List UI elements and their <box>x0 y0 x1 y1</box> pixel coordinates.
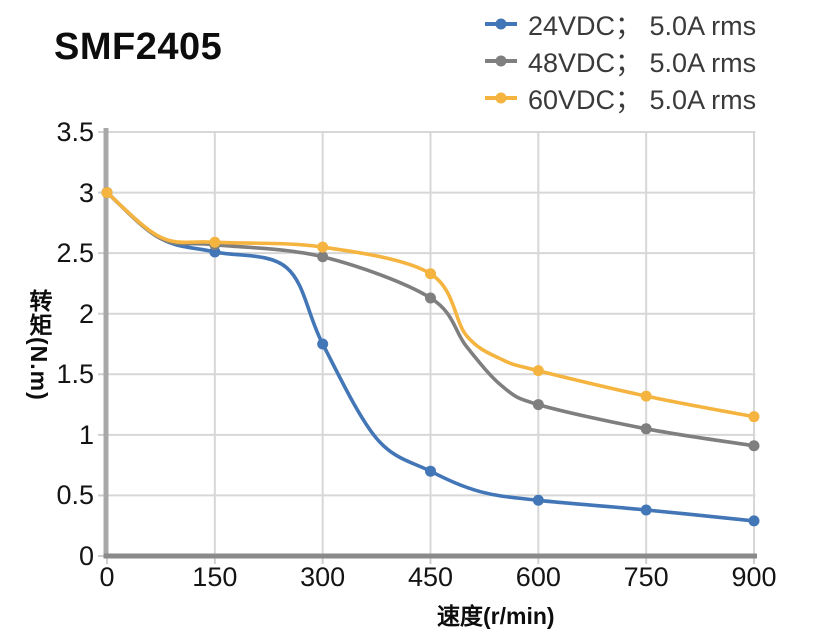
x-tick-label: 900 <box>731 562 777 592</box>
series-marker-48vdc <box>640 423 652 435</box>
legend-label: 24VDC； 5.0A rms <box>528 11 757 41</box>
series-marker-60vdc <box>317 241 329 253</box>
series-line-24vdc <box>105 190 756 523</box>
x-tick-label: 750 <box>623 562 669 592</box>
y-axis-title: 转矩(N.m) <box>26 289 52 401</box>
y-tick-label: 1.5 <box>56 359 94 390</box>
x-tick-label: 300 <box>300 562 346 592</box>
legend-line-dot-icon <box>485 92 517 103</box>
legend: 24VDC； 5.0A rms 48VDC； 5.0A rms 60VDC； 5… <box>484 5 756 116</box>
legend-label: 60VDC； 5.0A rms <box>528 85 757 115</box>
series-marker-60vdc <box>101 187 113 199</box>
y-tick-label: 0.5 <box>56 480 94 511</box>
series-marker-48vdc <box>425 292 436 304</box>
series-marker-60vdc <box>425 268 436 280</box>
series-marker-60vdc <box>748 411 760 423</box>
x-tick-label: 150 <box>192 562 238 592</box>
y-tick-label: 2 <box>78 298 94 329</box>
series-marker-60vdc <box>532 365 544 377</box>
y-tick-label: 2.5 <box>56 238 94 269</box>
legend-item-60vdc: 60VDC； 5.0A rms <box>484 79 756 116</box>
legend-line-dot-icon <box>485 55 517 66</box>
y-tick-label: 1 <box>78 419 94 450</box>
series-marker-24vdc <box>640 504 652 516</box>
legend-line-dot-icon <box>485 18 517 29</box>
y-tick-label: 0 <box>78 541 94 571</box>
series-marker-48vdc <box>532 399 544 411</box>
series-marker-60vdc <box>640 390 652 402</box>
x-tick-label: 600 <box>515 562 561 592</box>
y-tick-label: 3.5 <box>56 117 94 147</box>
x-tick-label: 450 <box>407 562 454 592</box>
legend-item-24vdc: 24VDC； 5.0A rms <box>484 5 756 42</box>
series-marker-24vdc <box>425 465 436 477</box>
x-tick-label: 0 <box>99 562 115 592</box>
legend-item-48vdc: 48VDC； 5.0A rms <box>484 42 756 79</box>
legend-label: 48VDC； 5.0A rms <box>528 48 757 78</box>
series-line-60vdc <box>105 190 756 419</box>
x-axis-title: 速度(r/min) <box>437 603 555 629</box>
chart-title: SMF2405 <box>54 26 223 68</box>
series-marker-48vdc <box>317 251 329 263</box>
series-marker-48vdc <box>748 440 760 452</box>
series-marker-60vdc <box>209 236 221 248</box>
series-marker-24vdc <box>317 338 329 350</box>
series-marker-24vdc <box>748 515 760 527</box>
series-marker-24vdc <box>532 494 544 506</box>
y-tick-label: 3 <box>78 177 94 208</box>
